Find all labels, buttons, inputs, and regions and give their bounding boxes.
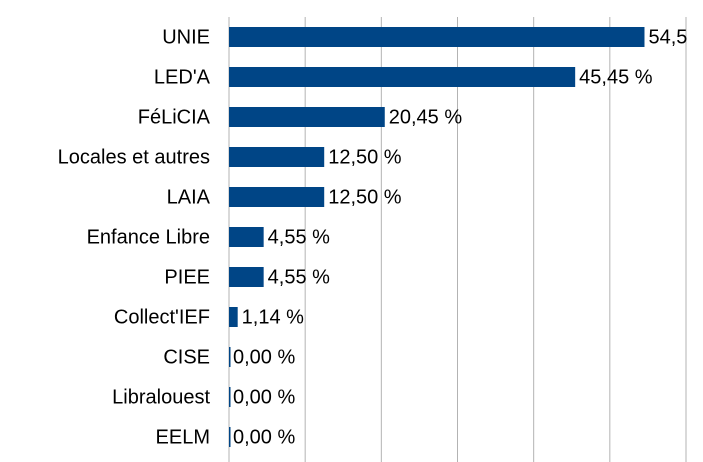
data-label: 4,55 %: [268, 226, 330, 248]
bar: [229, 427, 231, 447]
bar: [229, 107, 385, 127]
data-label: 12,50 %: [328, 146, 402, 168]
y-tick-label: Libralouest: [112, 386, 210, 408]
data-label: 20,45 %: [389, 106, 463, 128]
data-label: 0,00 %: [233, 426, 295, 448]
y-tick-label: Enfance Libre: [87, 226, 210, 248]
y-tick-label: FéLiCIA: [138, 106, 211, 128]
bar: [229, 27, 645, 47]
y-tick-label: Locales et autres: [58, 146, 210, 168]
bar: [229, 227, 264, 247]
data-label: 1,14 %: [242, 306, 304, 328]
bar: [229, 147, 325, 167]
data-label: 12,50 %: [328, 186, 402, 208]
data-label: 4,55 %: [268, 266, 330, 288]
bar: [229, 67, 576, 87]
bar: [229, 187, 325, 207]
bar: [229, 307, 238, 327]
data-label: 45,45 %: [579, 66, 653, 88]
data-label: 54,5: [648, 26, 687, 48]
y-tick-label: UNIE: [162, 26, 210, 48]
bar: [229, 347, 231, 367]
y-tick-label: PIEE: [164, 266, 210, 288]
data-label: 0,00 %: [233, 386, 295, 408]
y-tick-label: LAIA: [167, 186, 211, 208]
data-label: 0,00 %: [233, 346, 295, 368]
y-tick-label: EELM: [156, 426, 210, 448]
y-tick-label: LED'A: [154, 66, 211, 88]
y-tick-label: Collect'IEF: [114, 306, 210, 328]
bar: [229, 267, 264, 287]
bar: [229, 387, 231, 407]
y-tick-label: CISE: [163, 346, 210, 368]
